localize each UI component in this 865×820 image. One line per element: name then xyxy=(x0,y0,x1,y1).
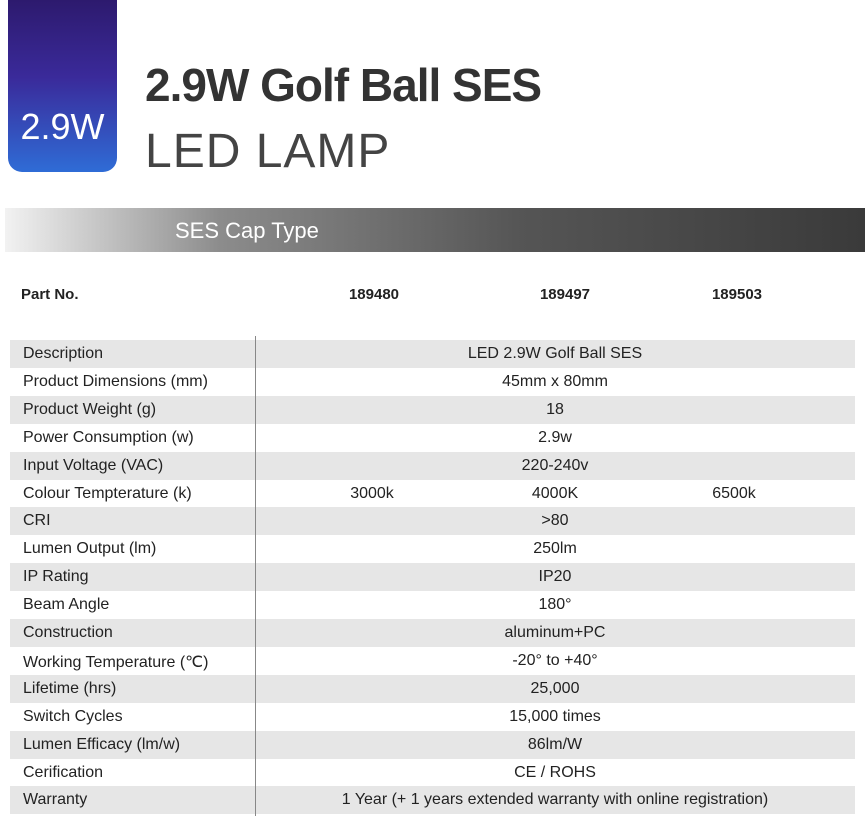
table-row: Lumen Output (lm) 250lm xyxy=(10,535,855,563)
table-row: Switch Cycles 15,000 times xyxy=(10,703,855,731)
table-row: Product Weight (g) 18 xyxy=(10,395,855,424)
row-value: 25,000 xyxy=(530,679,580,697)
header-cell: 189503 xyxy=(711,286,763,303)
row-value: 250lm xyxy=(533,540,577,558)
row-label: Construction xyxy=(23,624,113,641)
title: 2.9W Golf Ball SES xyxy=(145,59,542,111)
row-label: Product Weight (g) xyxy=(23,400,157,418)
row-label: Product Dimensions (mm) xyxy=(23,372,208,390)
row-label: Input Voltage (VAC) xyxy=(23,456,164,474)
header-cell: 189497 xyxy=(539,286,591,303)
row-label: Working Temperature (℃) xyxy=(23,653,209,671)
row-value: IP20 xyxy=(538,568,572,586)
row-value: >80 xyxy=(541,512,569,530)
row-label: Warranty xyxy=(23,791,88,809)
row-value: 3000k xyxy=(350,484,394,502)
table-row: Description LED 2.9W Golf Ball SES xyxy=(10,340,855,368)
table-row: IP Rating IP20 xyxy=(10,563,855,592)
row-value: 2.9w xyxy=(538,428,572,446)
row-label: Lumen Output (lm) xyxy=(23,540,157,558)
banner: SES Cap Type xyxy=(5,208,865,252)
banner-text: SES Cap Type xyxy=(175,218,319,243)
row-value: 180° xyxy=(538,596,572,614)
row-label: Lumen Efficacy (lm/w) xyxy=(23,735,181,753)
row-label: Beam Angle xyxy=(23,596,110,614)
row-value: -20° to +40° xyxy=(512,651,598,669)
row-value: 220-240v xyxy=(521,456,589,474)
table-row: Working Temperature (℃) -20° to +40° xyxy=(10,647,855,675)
row-label: Cerification xyxy=(23,763,104,781)
table-row: Beam Angle 180° xyxy=(10,591,855,619)
row-value: 86lm/W xyxy=(527,735,583,753)
row-value: aluminum+PC xyxy=(504,624,606,641)
row-value: 4000K xyxy=(531,484,579,502)
subtitle: LED LAMP xyxy=(145,125,391,178)
badge-text: 2.9W xyxy=(20,106,105,147)
row-value: LED 2.9W Golf Ball SES xyxy=(467,345,643,362)
row-value: 45mm x 80mm xyxy=(502,372,608,390)
row-value: 18 xyxy=(546,400,564,418)
row-value: 6500k xyxy=(712,484,756,502)
row-label: Switch Cycles xyxy=(23,707,123,725)
table-row: Product Dimensions (mm) 45mm x 80mm xyxy=(10,368,855,396)
table-row: Colour Tempterature (k) 3000k 4000K 6500k xyxy=(10,480,855,508)
row-label: Power Consumption (w) xyxy=(23,428,194,446)
column-divider xyxy=(255,336,256,816)
row-value: 1 Year (+ 1 years extended warranty with… xyxy=(341,791,769,809)
table-row: Warranty 1 Year (+ 1 years extended warra… xyxy=(10,786,855,815)
row-label: Description xyxy=(23,345,104,362)
row-label: Lifetime (hrs) xyxy=(23,679,117,697)
table-row: Power Consumption (w) 2.9w xyxy=(10,424,855,452)
table-row: Input Voltage (VAC) 220-240v xyxy=(10,451,855,480)
row-value: 15,000 times xyxy=(509,707,601,725)
table-row: Lumen Efficacy (lm/w) 86lm/W xyxy=(10,730,855,759)
table-row: Construction aluminum+PC xyxy=(10,619,855,647)
header-cell: 189480 xyxy=(348,286,400,303)
row-label: IP Rating xyxy=(23,568,89,586)
table-row: Cerification CE / ROHS xyxy=(10,759,855,787)
header-cell: Part No. xyxy=(21,286,79,303)
table-row: Lifetime (hrs) 25,000 xyxy=(10,674,855,703)
row-value: CE / ROHS xyxy=(514,763,596,781)
row-label: CRI xyxy=(23,512,51,530)
badge: 2.9W xyxy=(8,0,117,172)
table-row: CRI >80 xyxy=(10,507,855,536)
row-label: Colour Tempterature (k) xyxy=(23,484,192,502)
